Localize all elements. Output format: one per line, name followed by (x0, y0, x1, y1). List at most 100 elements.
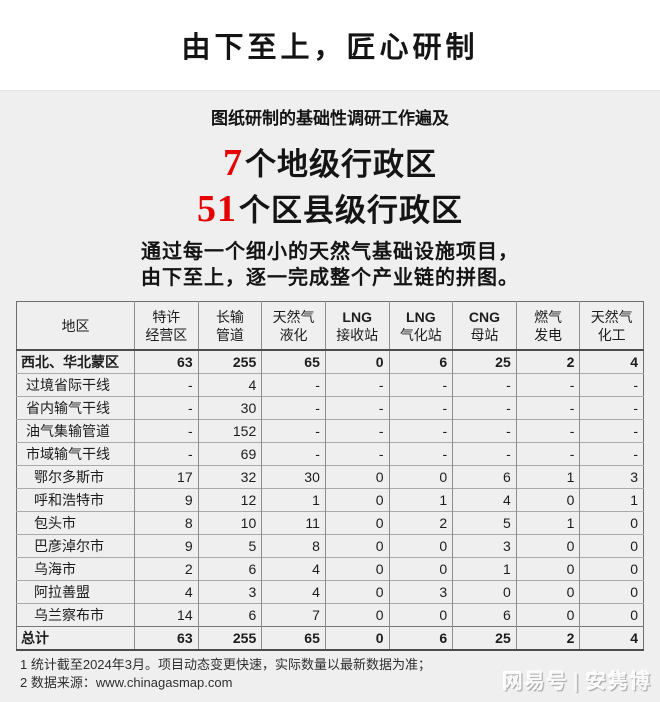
value-cell: 255 (197, 349, 262, 374)
value-cell: 65 (261, 626, 326, 650)
value-cell: - (324, 373, 389, 397)
value-cell: 1 (452, 557, 517, 581)
value-cell: - (261, 442, 326, 466)
value-cell: 7 (261, 603, 326, 627)
region-cell: 西北、华北蒙区 (16, 349, 135, 374)
value-cell: - (452, 396, 517, 420)
value-cell: - (515, 396, 580, 420)
value-cell: - (515, 442, 580, 466)
value-cell: - (261, 373, 326, 397)
value-cell: 69 (197, 442, 262, 466)
intro-subtitle: 图纸研制的基础性调研工作遍及 (211, 109, 449, 128)
source-url: www.chinagasmap.com (95, 675, 233, 690)
value-cell: - (261, 419, 326, 443)
value-cell: - (324, 419, 389, 443)
value-cell: 8 (134, 511, 199, 535)
value-cell: 6 (388, 349, 453, 374)
value-cell: 0 (579, 580, 644, 604)
value-cell: 8 (261, 534, 326, 558)
value-cell: - (452, 419, 517, 443)
value-cell: 0 (388, 603, 453, 627)
value-cell: 0 (324, 488, 389, 512)
highlight-text-1: 个地级行政区 (245, 147, 437, 182)
table-row: 油气集输管道 -152- - - - - - (16, 419, 644, 443)
value-cell: - (388, 442, 453, 466)
region-cell: 阿拉善盟 (16, 580, 135, 604)
value-cell: 25 (452, 626, 517, 650)
value-cell: 6 (197, 603, 262, 627)
value-cell: 32 (197, 465, 262, 489)
column-header-1: 特许 经营区 (134, 301, 199, 351)
column-header-4: LNG 接收站 (324, 301, 389, 351)
watermark-separator: | (573, 671, 581, 693)
value-cell: 1 (515, 465, 580, 489)
value-cell: 4 (579, 626, 644, 650)
region-cell: 包头市 (16, 511, 135, 535)
value-cell: 0 (579, 534, 644, 558)
value-cell: - (579, 442, 644, 466)
region-cell: 省内输气干线 (16, 396, 135, 420)
value-cell: - (324, 442, 389, 466)
value-cell: 11 (261, 511, 326, 535)
paragraph-line-2: 由下至上，逐一完成整个产业链的拼图。 (141, 267, 519, 289)
table-row: 包头市 8 10 11 0 2 5 1 0 (16, 511, 644, 535)
paragraph-line-1: 通过每一个细小的天然气基础设施项目， (141, 241, 519, 263)
value-cell: 30 (261, 465, 326, 489)
value-cell: 0 (388, 534, 453, 558)
table-header-row: 地区 特许 经营区 长输 管道 天然气 液化 LNG 接收站 LNG 气化站 CNG 母站 燃气 发电 天然气… (16, 301, 644, 351)
footnotes: 1 统计截至2024年3月。项目动态变更快速，实际数量以最新数据为准； 2 数据… (20, 656, 660, 692)
value-cell: 0 (452, 580, 517, 604)
value-cell: 0 (515, 603, 580, 627)
value-cell: 0 (324, 465, 389, 489)
value-cell: 2 (515, 349, 580, 374)
column-header-8: 天然气 化工 (579, 301, 644, 351)
watermark-brand: 网易号 (502, 671, 569, 693)
page-title: 由下至上，匠心研制 (181, 32, 479, 64)
column-header-6: CNG 母站 (452, 301, 517, 351)
table-row: 市域输气干线 -69- - - - - - (16, 442, 644, 466)
value-cell: 0 (324, 349, 389, 374)
value-cell: 65 (261, 349, 326, 374)
footnote-2-label: 2 数据来源： (20, 675, 96, 690)
region-cell: 巴彦淖尔市 (16, 534, 135, 558)
value-cell: 14 (134, 603, 199, 627)
column-header-7: 燃气 发电 (515, 301, 580, 351)
footnote-2: 2 数据来源：www.chinagasmap.com (20, 674, 660, 692)
table-row: 乌兰察布市 14 6 7 0 0 6 0 0 (16, 603, 644, 627)
region-cell: 总计 (16, 626, 135, 650)
value-cell: 0 (324, 580, 389, 604)
value-cell: 9 (134, 534, 199, 558)
value-cell: 1 (515, 511, 580, 535)
column-header-2: 长输 管道 (197, 301, 262, 351)
value-cell: - (515, 419, 580, 443)
value-cell: 2 (134, 557, 199, 581)
highlight-number-1: 7 (223, 142, 243, 184)
value-cell: 4 (134, 580, 199, 604)
value-cell: - (452, 442, 517, 466)
table-row: 省内输气干线 -30- - - - - - (16, 396, 644, 420)
value-cell: 255 (197, 626, 262, 650)
region-cell: 鄂尔多斯市 (16, 465, 135, 489)
region-cell: 市域输气干线 (16, 442, 135, 466)
value-cell: 10 (197, 511, 262, 535)
value-cell: 3 (452, 534, 517, 558)
value-cell: 0 (515, 534, 580, 558)
value-cell: 4 (197, 373, 262, 397)
value-cell: - (134, 442, 199, 466)
table-row: 鄂尔多斯市 17 32 30 0 0 6 1 3 (16, 465, 644, 489)
value-cell: - (134, 419, 199, 443)
value-cell: 9 (134, 488, 199, 512)
value-cell: 0 (515, 557, 580, 581)
value-cell: 4 (452, 488, 517, 512)
value-cell: 12 (197, 488, 262, 512)
value-cell: 0 (579, 511, 644, 535)
watermark-author: 安隽博 (586, 671, 652, 693)
value-cell: 0 (579, 557, 644, 581)
value-cell: 3 (388, 580, 453, 604)
value-cell: 152 (197, 419, 262, 443)
intro-section: 图纸研制的基础性调研工作遍及 7个地级行政区 51个区县级行政区 通过每一个细小… (0, 91, 660, 291)
value-cell: - (324, 396, 389, 420)
value-cell: - (134, 373, 199, 397)
stats-table: 地区 特许 经营区 长输 管道 天然气 液化 LNG 接收站 LNG 气化站 CNG 母站 燃气 发电 天然气… (16, 301, 644, 651)
region-cell: 乌海市 (16, 557, 135, 581)
